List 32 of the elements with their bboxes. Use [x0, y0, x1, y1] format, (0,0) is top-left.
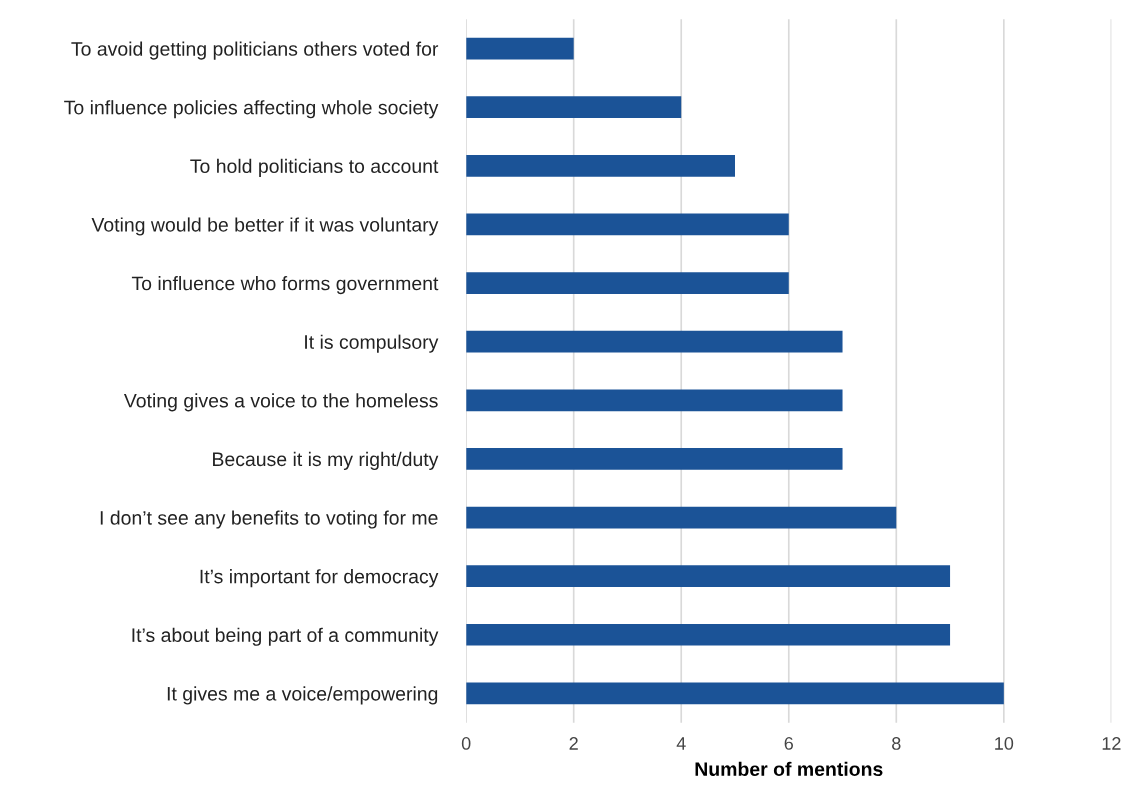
y-tick-label: To hold politicians to account — [190, 158, 439, 177]
bar — [466, 96, 682, 119]
y-tick-label: I don’t see any benefits to voting for me — [100, 510, 438, 529]
y-tick-label: To influence policies affecting whole society — [64, 100, 439, 119]
bar — [466, 682, 1004, 705]
y-tick-label: Voting gives a voice to the homeless — [123, 393, 438, 412]
y-tick-label: It’s about being part of a community — [132, 627, 439, 646]
y-tick-label: To avoid getting politicians others voted for — [71, 41, 439, 60]
x-axis-title: Number of mentions — [695, 761, 883, 777]
bar — [466, 623, 951, 646]
bar — [466, 448, 843, 470]
x-tick-label: 8 — [892, 737, 901, 750]
y-tick-label: Voting would be better if it was voluntary — [91, 217, 439, 236]
y-tick-label: It is compulsory — [305, 334, 439, 353]
bar — [466, 154, 735, 177]
bar — [466, 565, 951, 587]
bar — [466, 37, 574, 60]
bar — [466, 389, 843, 412]
x-tick-label: 6 — [784, 737, 793, 750]
x-tick-label: 0 — [461, 737, 471, 750]
y-tick-label: Because it is my right/duty — [213, 451, 439, 470]
bar — [466, 330, 843, 353]
x-tick-label: 2 — [569, 737, 578, 750]
x-tick-label: 10 — [995, 737, 1014, 750]
x-tick-label: 12 — [1102, 737, 1121, 750]
bar — [466, 213, 789, 236]
bar — [466, 506, 897, 529]
y-tick-label: To influence who forms government — [131, 276, 439, 295]
y-tick-label: It gives me a voice/empowering — [167, 686, 438, 705]
bar — [466, 272, 789, 294]
x-tick-label: 4 — [676, 737, 686, 750]
y-tick-label: It’s important for democracy — [200, 569, 439, 588]
